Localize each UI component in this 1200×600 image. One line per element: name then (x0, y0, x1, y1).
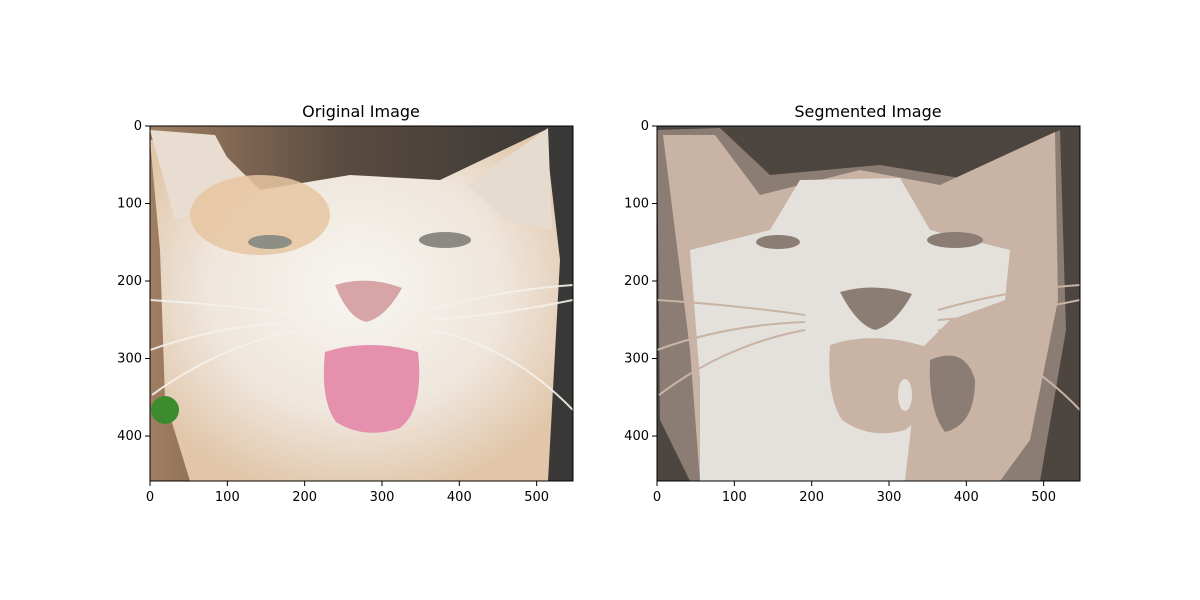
x-tick-label: 0 (146, 490, 154, 505)
y-tick-label: 200 (624, 274, 649, 289)
panel-segmented: Segmented Image (624, 102, 1080, 505)
cat-tongue (324, 345, 419, 433)
segment-eye-left (756, 235, 800, 249)
y-tick-label: 300 (624, 352, 649, 367)
x-tick-label: 300 (877, 490, 902, 505)
cat-eye-right (419, 232, 471, 248)
y-tick-label: 0 (641, 119, 649, 134)
x-tick-label: 200 (292, 490, 317, 505)
segment-tongue (829, 338, 931, 433)
x-tick-label: 200 (799, 490, 824, 505)
cat-eye-left (248, 235, 292, 249)
y-tick-label: 100 (624, 197, 649, 212)
segment-highlight (898, 379, 912, 411)
x-tick-label: 0 (653, 490, 661, 505)
segmented-image (657, 126, 1080, 481)
panel-original: Original Image (117, 102, 573, 505)
panel-title: Segmented Image (794, 102, 941, 121)
y-tick-label: 0 (134, 119, 142, 134)
x-tick-label: 100 (722, 490, 747, 505)
y-tick-label: 400 (624, 429, 649, 444)
y-tick-label: 300 (117, 352, 142, 367)
y-tick-label: 200 (117, 274, 142, 289)
segment-eye-right (927, 232, 983, 248)
x-tick-label: 400 (447, 490, 472, 505)
y-tick-label: 400 (117, 429, 142, 444)
x-tick-label: 300 (370, 490, 395, 505)
green-object (151, 396, 179, 424)
x-tick-label: 500 (1031, 490, 1056, 505)
original-photo (150, 126, 573, 481)
y-tick-label: 100 (117, 197, 142, 212)
panel-title: Original Image (302, 102, 420, 121)
x-tick-label: 100 (215, 490, 240, 505)
x-tick-label: 400 (954, 490, 979, 505)
x-tick-label: 500 (524, 490, 549, 505)
